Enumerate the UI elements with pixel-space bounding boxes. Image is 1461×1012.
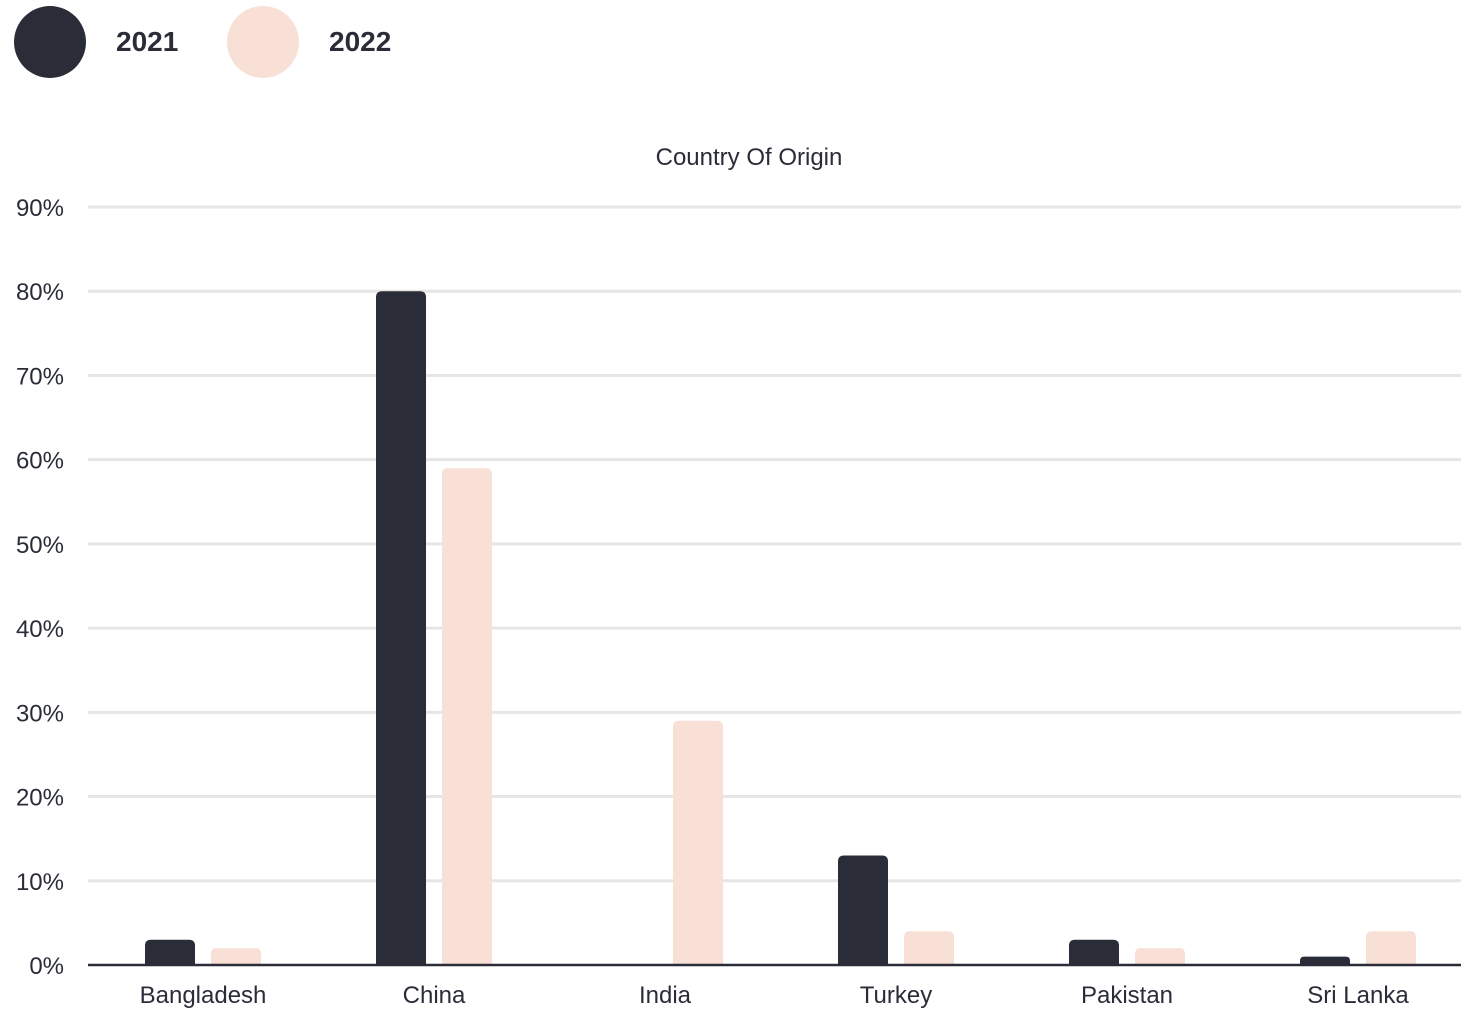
- bar-2021-bangladesh[interactable]: [145, 939, 195, 965]
- bar-2021-turkey[interactable]: [838, 855, 888, 965]
- x-tick-label: China: [403, 982, 466, 1009]
- y-tick-label: 0%: [29, 953, 64, 980]
- legend-label-2021: 2021: [116, 26, 179, 57]
- bar-2022-bangladesh[interactable]: [211, 948, 261, 965]
- y-tick-label: 60%: [16, 448, 64, 475]
- y-tick-label: 80%: [16, 279, 64, 306]
- y-tick-label: 10%: [16, 869, 64, 896]
- grid-lines: [88, 205, 1461, 883]
- x-tick-label: Sri Lanka: [1307, 982, 1409, 1009]
- y-tick-label: 30%: [16, 700, 64, 727]
- y-tick-label: 20%: [16, 785, 64, 812]
- y-tick-label: 40%: [16, 616, 64, 643]
- bar-2022-sri-lanka[interactable]: [1366, 931, 1416, 965]
- chart-title: Country Of Origin: [656, 144, 843, 171]
- legend-label-2022: 2022: [329, 26, 392, 57]
- bar-2021-sri-lanka[interactable]: [1300, 956, 1350, 965]
- bar-2022-china[interactable]: [442, 468, 492, 965]
- x-tick-label: Bangladesh: [140, 982, 267, 1009]
- x-tick-label: India: [639, 982, 692, 1009]
- bar-2022-india[interactable]: [673, 720, 723, 965]
- x-tick-label: Turkey: [860, 982, 932, 1009]
- bars: [145, 291, 1416, 965]
- y-tick-label: 90%: [16, 195, 64, 222]
- y-tick-label: 70%: [16, 363, 64, 390]
- x-axis-tick-labels: Bangladesh China India Turkey Pakistan Sri La…: [140, 982, 1410, 1009]
- legend-swatch-2022: [227, 6, 299, 78]
- bar-2022-turkey[interactable]: [904, 931, 954, 965]
- bar-2021-china[interactable]: [376, 291, 426, 965]
- x-tick-label: Pakistan: [1081, 982, 1173, 1009]
- legend-swatch-2021: [14, 6, 86, 78]
- bar-2021-pakistan[interactable]: [1069, 939, 1119, 965]
- y-axis-tick-labels: 0% 10% 20% 30% 40% 50% 60% 70% 80% 90%: [16, 195, 64, 980]
- chart-legend: 2021 2022: [0, 0, 600, 90]
- bar-2022-pakistan[interactable]: [1135, 948, 1185, 965]
- y-tick-label: 50%: [16, 532, 64, 559]
